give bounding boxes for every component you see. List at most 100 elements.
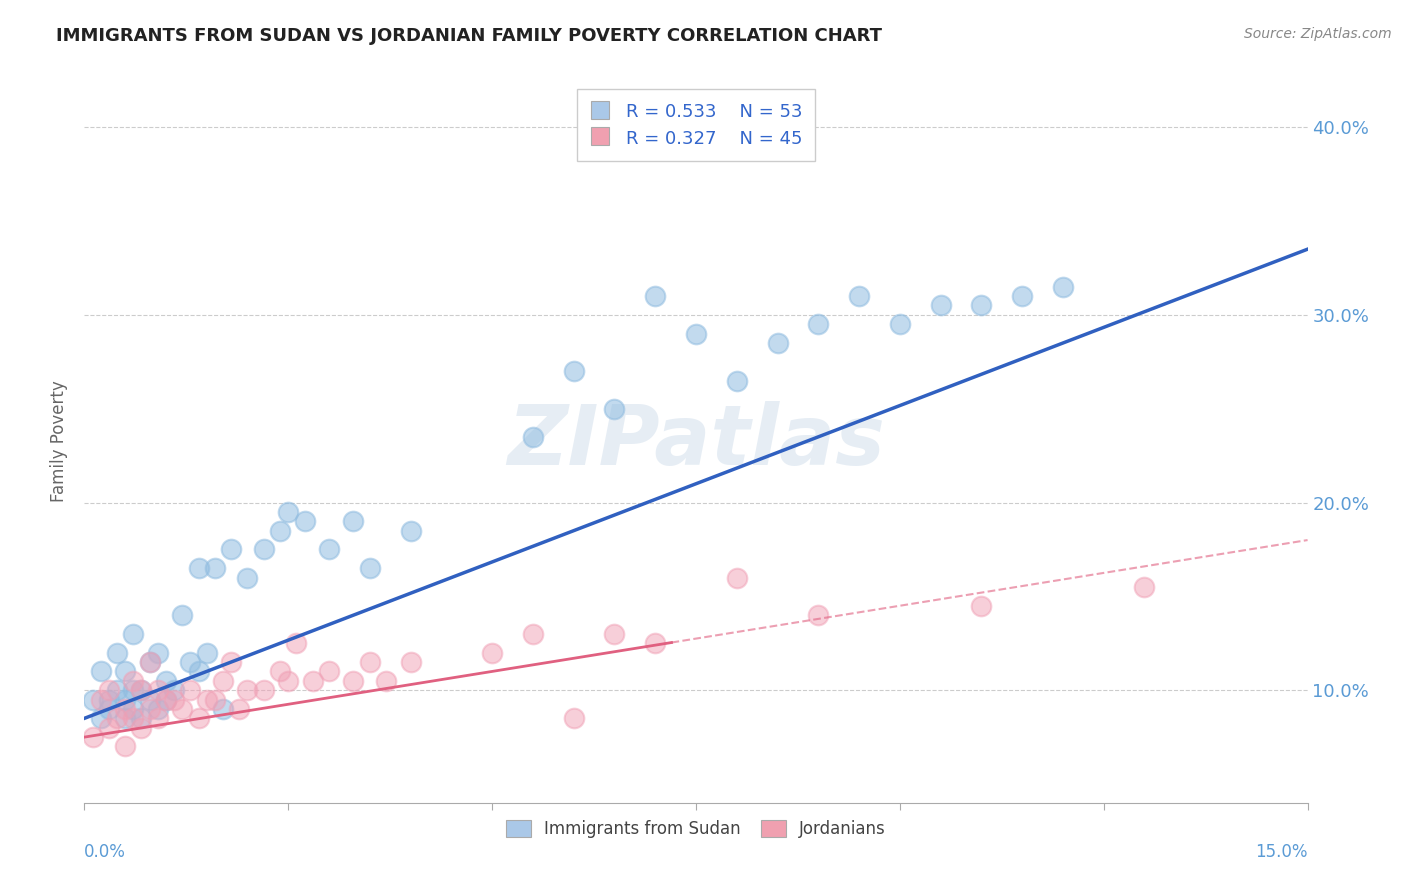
Point xyxy=(82,730,104,744)
Point xyxy=(269,665,291,679)
Point xyxy=(172,702,194,716)
Point xyxy=(253,542,276,557)
Point xyxy=(1133,580,1156,594)
Point xyxy=(146,683,169,698)
Point xyxy=(481,646,503,660)
Point xyxy=(204,692,226,706)
Point xyxy=(399,524,422,538)
Text: ZIPatlas: ZIPatlas xyxy=(508,401,884,482)
Point xyxy=(318,542,340,557)
Point xyxy=(179,655,201,669)
Point xyxy=(187,665,209,679)
Point xyxy=(131,683,153,698)
Point xyxy=(114,711,136,725)
Point xyxy=(155,692,177,706)
Point xyxy=(122,673,145,688)
Text: 0.0%: 0.0% xyxy=(84,843,127,861)
Point xyxy=(301,673,323,688)
Point xyxy=(285,636,308,650)
Point xyxy=(146,646,169,660)
Point xyxy=(685,326,707,341)
Point xyxy=(318,665,340,679)
Point xyxy=(562,711,585,725)
Point xyxy=(122,683,145,698)
Point xyxy=(399,655,422,669)
Point xyxy=(97,702,120,716)
Point xyxy=(204,561,226,575)
Point xyxy=(122,627,145,641)
Point xyxy=(807,318,830,332)
Point xyxy=(90,711,112,725)
Point xyxy=(131,721,153,735)
Point xyxy=(187,561,209,575)
Point xyxy=(212,702,235,716)
Point xyxy=(269,524,291,538)
Point xyxy=(82,692,104,706)
Point xyxy=(522,627,544,641)
Point xyxy=(97,721,120,735)
Point xyxy=(114,692,136,706)
Point xyxy=(163,692,186,706)
Point xyxy=(294,514,316,528)
Text: IMMIGRANTS FROM SUDAN VS JORDANIAN FAMILY POVERTY CORRELATION CHART: IMMIGRANTS FROM SUDAN VS JORDANIAN FAMIL… xyxy=(56,27,882,45)
Point xyxy=(603,401,626,416)
Point xyxy=(889,318,911,332)
Point xyxy=(187,711,209,725)
Point xyxy=(90,665,112,679)
Point xyxy=(97,683,120,698)
Point xyxy=(146,702,169,716)
Point xyxy=(807,608,830,623)
Point xyxy=(195,646,218,660)
Point xyxy=(138,692,160,706)
Point xyxy=(970,298,993,312)
Text: 15.0%: 15.0% xyxy=(1256,843,1308,861)
Point xyxy=(131,711,153,725)
Point xyxy=(766,336,789,351)
Point xyxy=(253,683,276,698)
Point xyxy=(359,561,381,575)
Point xyxy=(105,683,128,698)
Point xyxy=(219,542,242,557)
Point xyxy=(236,683,259,698)
Point xyxy=(195,692,218,706)
Point xyxy=(228,702,250,716)
Point xyxy=(929,298,952,312)
Point xyxy=(114,665,136,679)
Point xyxy=(522,430,544,444)
Point xyxy=(146,711,169,725)
Point xyxy=(236,571,259,585)
Point xyxy=(725,571,748,585)
Point xyxy=(114,702,136,716)
Point xyxy=(105,646,128,660)
Point xyxy=(212,673,235,688)
Point xyxy=(970,599,993,613)
Point xyxy=(179,683,201,698)
Point xyxy=(342,673,364,688)
Point xyxy=(562,364,585,378)
Point xyxy=(138,655,160,669)
Point xyxy=(138,655,160,669)
Y-axis label: Family Poverty: Family Poverty xyxy=(51,381,69,502)
Point xyxy=(848,289,870,303)
Point xyxy=(90,692,112,706)
Point xyxy=(131,683,153,698)
Point xyxy=(359,655,381,669)
Legend: Immigrants from Sudan, Jordanians: Immigrants from Sudan, Jordanians xyxy=(499,814,893,845)
Point xyxy=(122,711,145,725)
Point xyxy=(114,739,136,754)
Point xyxy=(138,702,160,716)
Point xyxy=(644,636,666,650)
Point xyxy=(155,673,177,688)
Point xyxy=(122,702,145,716)
Point xyxy=(97,692,120,706)
Point xyxy=(342,514,364,528)
Text: Source: ZipAtlas.com: Source: ZipAtlas.com xyxy=(1244,27,1392,41)
Point xyxy=(219,655,242,669)
Point xyxy=(1052,279,1074,293)
Point xyxy=(277,505,299,519)
Point xyxy=(105,711,128,725)
Point xyxy=(725,374,748,388)
Point xyxy=(375,673,398,688)
Point xyxy=(1011,289,1033,303)
Point xyxy=(644,289,666,303)
